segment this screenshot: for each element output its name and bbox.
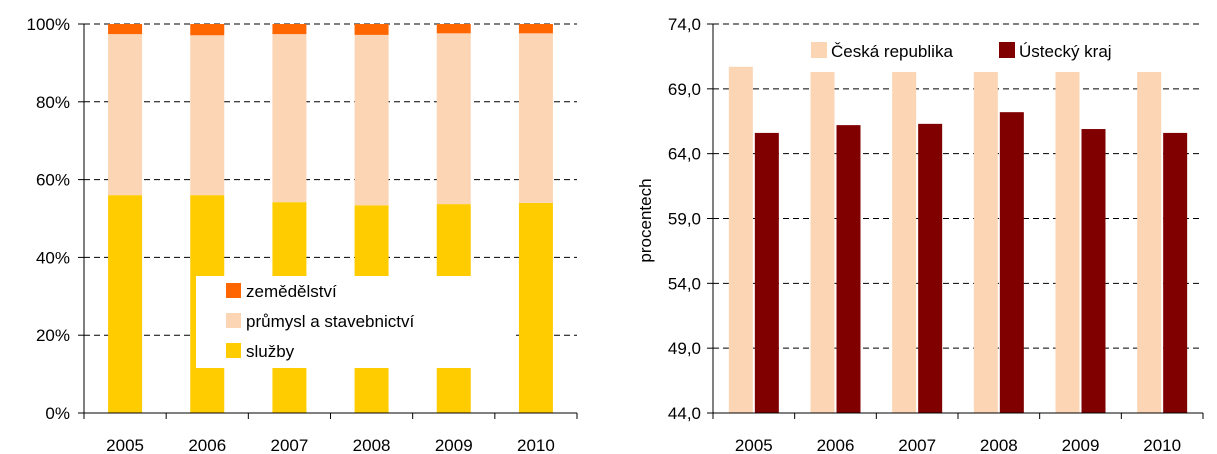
- y-tick-label: 100%: [27, 15, 70, 34]
- bar-zemědělství-2007: [272, 24, 307, 35]
- bar-služby-2005: [108, 195, 143, 413]
- legend-swatch: [811, 42, 827, 58]
- bar-Česká-republika-2009: [1055, 71, 1080, 413]
- bar-Ústecký-kraj-2009: [1081, 129, 1106, 413]
- bar-Česká-republika-2006: [810, 71, 835, 413]
- legend-background: [196, 276, 516, 368]
- y-tick-label: 49,0: [668, 339, 701, 358]
- bar-zemědělství-2008: [354, 24, 389, 35]
- bar-Ústecký-kraj-2007: [918, 123, 943, 414]
- bar-Ústecký-kraj-2008: [999, 112, 1024, 413]
- bar-průmysl-a-stavebnictví-2006: [190, 35, 225, 196]
- bar-zemědělství-2010: [518, 24, 553, 34]
- x-tick-label: 2007: [271, 436, 309, 454]
- bar-Ústecký-kraj-2010: [1163, 132, 1188, 414]
- y-tick-label: 44,0: [668, 404, 701, 423]
- legend-label: služby: [246, 342, 295, 361]
- bar-průmysl-a-stavebnictví-2010: [518, 33, 553, 203]
- x-tick-label: 2009: [1062, 436, 1100, 454]
- legend-swatch: [226, 343, 241, 358]
- legend-swatch: [999, 42, 1015, 58]
- y-axis-label: procentech: [636, 178, 655, 262]
- legend-label: průmysl a stavebnictví: [246, 312, 414, 331]
- y-tick-label: 60%: [36, 171, 70, 190]
- x-tick-label: 2010: [517, 436, 555, 454]
- y-tick-label: 64,0: [668, 145, 701, 164]
- legend-swatch: [226, 283, 241, 298]
- legend-label: Ústecký kraj: [1019, 42, 1112, 61]
- bar-Česká-republika-2008: [973, 71, 998, 413]
- y-tick-label: 80%: [36, 93, 70, 112]
- x-tick-label: 2008: [980, 436, 1018, 454]
- x-tick-label: 2006: [817, 436, 855, 454]
- x-tick-label: 2008: [353, 436, 391, 454]
- bar-zemědělství-2006: [190, 24, 225, 36]
- legend-label: Česká republika: [831, 42, 953, 61]
- bar-průmysl-a-stavebnictví-2008: [354, 34, 389, 206]
- y-tick-label: 54,0: [668, 274, 701, 293]
- y-tick-label: 0%: [45, 404, 70, 423]
- bar-průmysl-a-stavebnictví-2005: [108, 34, 143, 196]
- y-tick-label: 20%: [36, 326, 70, 345]
- y-tick-label: 74,0: [668, 15, 701, 34]
- legend: Česká republika Ústecký kraj: [800, 36, 1180, 66]
- bar-Česká-republika-2010: [1137, 71, 1162, 413]
- y-tick-label: 59,0: [668, 210, 701, 229]
- legend-background: [800, 36, 1180, 66]
- y-tick-label: 40%: [36, 248, 70, 267]
- bar-Česká-republika-2007: [892, 71, 917, 413]
- legend: zemědělství průmysl a stavebnictví služby: [196, 276, 516, 368]
- x-tick-label: 2005: [735, 436, 773, 454]
- bar-průmysl-a-stavebnictví-2009: [436, 33, 471, 205]
- bar-Česká-republika-2005: [728, 66, 753, 413]
- legend-swatch: [226, 313, 241, 328]
- bar-zemědělství-2009: [436, 24, 471, 34]
- bar-průmysl-a-stavebnictví-2007: [272, 34, 307, 203]
- x-tick-label: 2010: [1143, 436, 1181, 454]
- legend-label: zemědělství: [246, 282, 337, 301]
- x-tick-label: 2007: [898, 436, 936, 454]
- x-tick-label: 2005: [106, 436, 144, 454]
- bar-zemědělství-2005: [108, 24, 143, 35]
- bar-Ústecký-kraj-2006: [836, 125, 861, 413]
- bar-služby-2010: [518, 202, 553, 413]
- x-tick-label: 2006: [188, 436, 226, 454]
- bar-Ústecký-kraj-2005: [754, 132, 779, 414]
- y-tick-label: 69,0: [668, 80, 701, 99]
- x-tick-label: 2009: [435, 436, 473, 454]
